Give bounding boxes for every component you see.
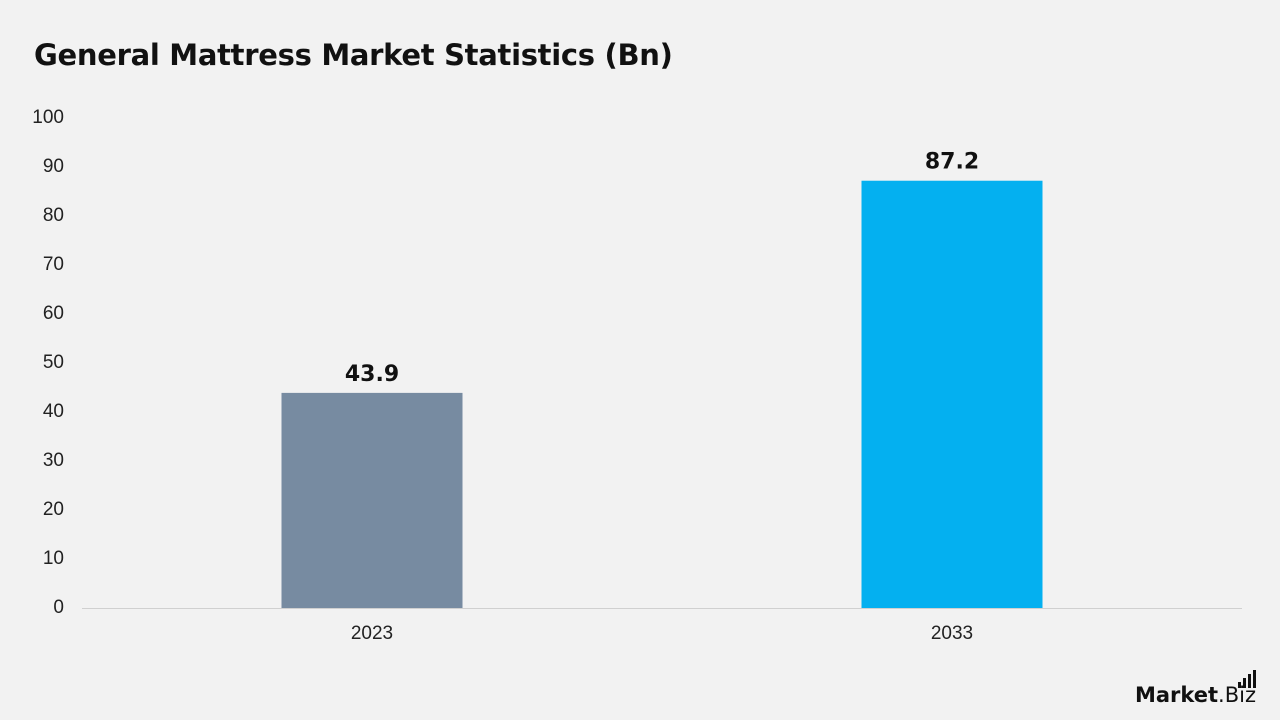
y-tick-label: 50 xyxy=(43,352,64,373)
data-label-2023: 43.9 xyxy=(345,362,399,387)
chart-title: General Mattress Market Statistics (Bn) xyxy=(34,38,673,72)
y-tick-label: 100 xyxy=(32,107,64,128)
data-label-2033: 87.2 xyxy=(925,150,979,175)
y-tick-label: 20 xyxy=(43,499,64,520)
logo-text-market: Market xyxy=(1134,683,1219,707)
y-tick-label: 70 xyxy=(43,254,64,275)
bar-2033 xyxy=(861,180,1043,608)
brand-logo: Market .Biz xyxy=(1135,666,1256,706)
y-tick-label: 0 xyxy=(53,597,64,618)
x-tick-label-2033: 2033 xyxy=(931,623,973,644)
data-labels-group: 43.9 87.2 xyxy=(345,150,979,387)
y-tick-label: 60 xyxy=(43,303,64,324)
y-tick-label: 40 xyxy=(43,401,64,422)
bars-group xyxy=(281,180,1043,608)
logo-bars-icon xyxy=(1238,670,1256,688)
y-tick-label: 10 xyxy=(43,548,64,569)
y-tick-label: 90 xyxy=(43,156,64,177)
y-tick-label: 30 xyxy=(43,450,64,471)
y-axis: 0 10 20 30 40 50 60 70 80 90 100 xyxy=(32,107,64,618)
logo-text-biz: .Biz xyxy=(1218,683,1256,707)
y-tick-label: 80 xyxy=(43,205,64,226)
bar-2023 xyxy=(281,392,463,608)
x-tick-label-2023: 2023 xyxy=(351,623,393,644)
x-axis: 2023 2033 xyxy=(351,623,973,644)
